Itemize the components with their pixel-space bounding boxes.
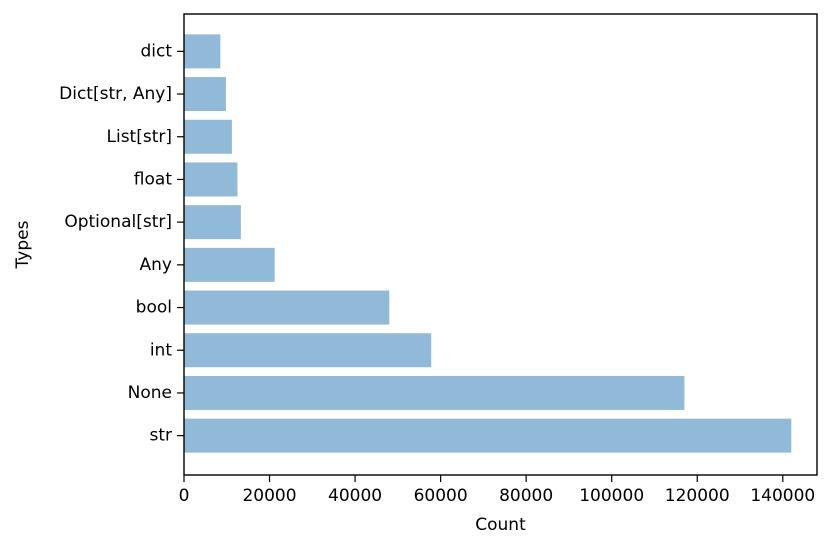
y-tick-label: Optional[str] [64,212,172,232]
y-tick-label: bool [136,298,172,318]
y-tick-label: float [134,169,173,189]
y-axis-label: Types [13,220,33,269]
y-tick-label: None [128,383,172,403]
x-tick-label: 120000 [665,486,730,506]
bar-dict [184,34,221,69]
y-tick-label: str [149,426,172,446]
bar-str [184,418,792,453]
y-tick-label: Dict[str, Any] [59,84,172,104]
bar-dict-str-any [184,77,226,112]
bar-bool [184,290,390,325]
bar-none [184,375,685,410]
x-axis-ticks: 0 20000 40000 60000 80000 100000 120000 140000 [179,475,815,506]
y-tick-label: List[str] [107,127,173,147]
bar-any [184,247,275,282]
y-axis-ticks: dict Dict[str, Any] List[str] float Optional… [59,41,184,446]
x-tick-label: 60000 [414,486,468,506]
bar-list-str [184,119,232,154]
bar-float [184,162,238,197]
x-tick-label: 40000 [328,486,382,506]
y-tick-label: int [150,340,172,360]
y-tick-label: Any [140,255,172,275]
x-tick-label: 140000 [750,486,815,506]
bar-optional-str [184,205,241,240]
bars-group [184,34,792,453]
y-tick-label: dict [140,41,172,61]
x-tick-label: 100000 [579,486,644,506]
x-axis-label: Count [475,515,526,535]
x-tick-label: 80000 [499,486,553,506]
x-tick-label: 20000 [242,486,296,506]
bar-int [184,333,432,368]
plot-frame [183,13,818,476]
x-tick-label: 0 [179,486,190,506]
